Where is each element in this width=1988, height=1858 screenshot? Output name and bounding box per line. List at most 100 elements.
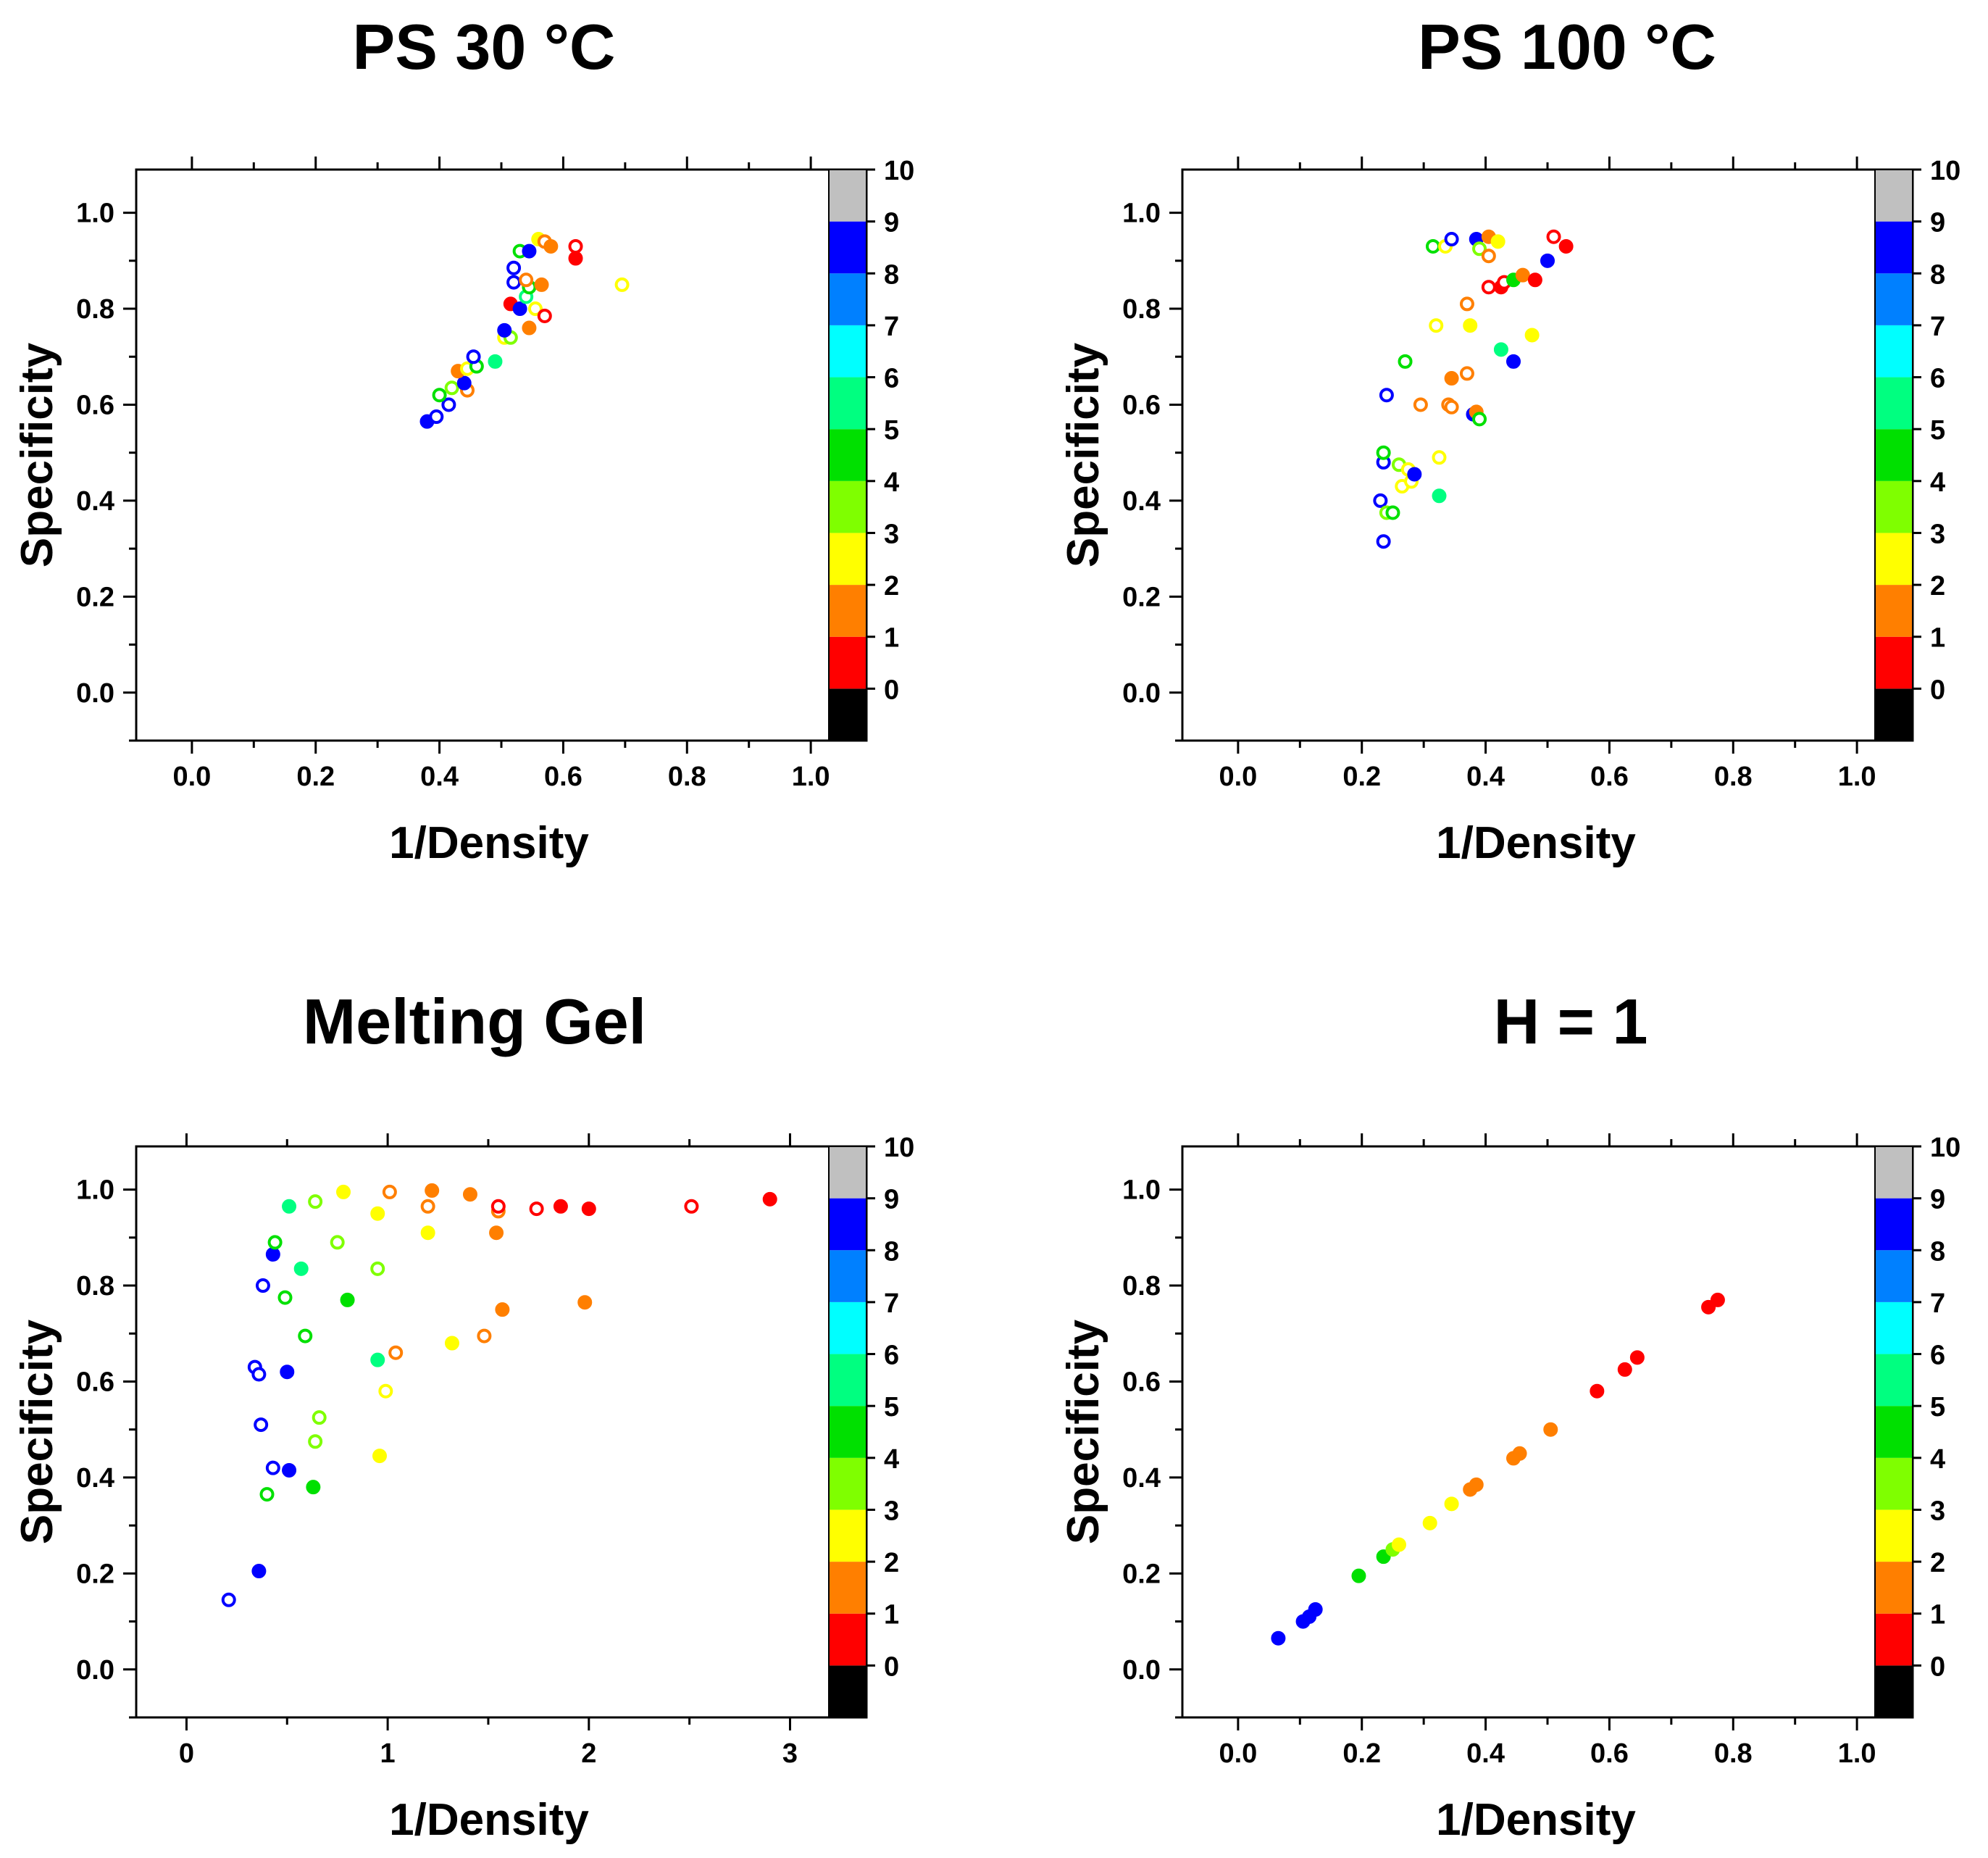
colorbar-border xyxy=(1874,169,1913,741)
y-tick-label: 0.2 xyxy=(76,1559,114,1589)
colorbar-label: 3 xyxy=(884,519,899,549)
data-point xyxy=(614,277,630,292)
data-point xyxy=(1469,1477,1484,1492)
colorbar-label: 0 xyxy=(884,1651,899,1682)
data-point xyxy=(1444,1496,1459,1512)
colorbar-band xyxy=(829,1301,866,1354)
y-ticks: 0.0 0.2 0.4 0.6 0.8 1.0 xyxy=(76,199,136,742)
y-tick-label: 0.8 xyxy=(76,294,114,325)
data-point xyxy=(497,322,512,338)
x-tick-label: 1.0 xyxy=(792,762,830,792)
data-point xyxy=(1429,318,1444,333)
y-tick-label: 0.4 xyxy=(76,486,114,517)
colorbar-band xyxy=(829,1354,866,1407)
y-tick-label: 0.2 xyxy=(1122,1559,1161,1589)
colorbar-band xyxy=(829,1457,866,1510)
data-point xyxy=(267,1235,283,1250)
colorbar-label: 1 xyxy=(1930,1600,1945,1630)
data-point xyxy=(1391,1537,1406,1552)
data-point xyxy=(1376,445,1391,460)
data-point xyxy=(1407,467,1422,482)
y-tick-label: 0.0 xyxy=(76,1655,114,1686)
panel-ps-100c: PS 100 °C 0.0 0.2 0.4 0.6 0.8 1.0 0.00.20.40.… xyxy=(1058,11,1960,868)
x-tick-label: 0.4 xyxy=(1466,762,1505,792)
colorbar-label: 2 xyxy=(884,1548,899,1578)
colorbar-label: 1 xyxy=(1930,623,1945,654)
x-tick-label: 0.2 xyxy=(1342,762,1381,792)
data-point xyxy=(568,238,583,254)
data-point xyxy=(466,349,481,364)
data-point xyxy=(280,1365,295,1380)
colorbar-band xyxy=(1875,1146,1913,1199)
colorbar-label: 4 xyxy=(1930,1444,1945,1475)
data-point xyxy=(1546,229,1561,244)
data-point xyxy=(568,251,583,266)
data-point xyxy=(1524,328,1540,343)
x-tick-label: 0.6 xyxy=(1590,762,1629,792)
colorbar-band xyxy=(1875,1562,1913,1614)
colorbar-band xyxy=(1875,325,1913,378)
x-tick-label: 0.6 xyxy=(544,762,582,792)
colorbar-band xyxy=(1875,1250,1913,1302)
x-tick-label: 0.8 xyxy=(1714,762,1753,792)
data-point xyxy=(1271,1630,1286,1646)
colorbar-label: 6 xyxy=(1930,364,1945,394)
colorbar-label: 7 xyxy=(884,312,899,342)
x-tick-label: 0.0 xyxy=(1219,762,1257,792)
y-tick-label: 0.8 xyxy=(76,1271,114,1301)
colorbar-band xyxy=(1875,377,1913,430)
data-point xyxy=(1308,1602,1323,1617)
colorbar-label: 2 xyxy=(884,571,899,601)
colorbar-label: 4 xyxy=(1930,467,1945,498)
x-tick-label: 0.8 xyxy=(1714,1738,1753,1769)
data-point xyxy=(477,1328,492,1343)
x-ticks: 0.0 0.2 0.4 0.6 0.8 1.0 xyxy=(1219,1133,1876,1769)
data-point xyxy=(370,1352,385,1367)
data-point xyxy=(340,1292,355,1307)
data-point xyxy=(306,1480,321,1495)
colorbar-band xyxy=(829,585,866,637)
data-point xyxy=(529,1201,544,1217)
colorbar-label: 7 xyxy=(1930,312,1945,342)
x-tick-label: 0.8 xyxy=(668,762,706,792)
y-ticks: 0.0 0.2 0.4 0.6 0.8 1.0 xyxy=(1122,1175,1182,1719)
data-point xyxy=(444,1336,459,1351)
x-axis-label: 1/Density xyxy=(389,818,589,868)
colorbar-label: 9 xyxy=(884,1185,899,1215)
colorbar-band xyxy=(1875,688,1913,741)
data-point xyxy=(506,260,522,275)
data-point xyxy=(251,1564,267,1579)
y-tick-label: 0.2 xyxy=(76,582,114,612)
data-point xyxy=(527,301,543,317)
colorbar-label: 0 xyxy=(1930,1651,1945,1682)
scatter-points xyxy=(1373,229,1574,549)
data-point xyxy=(277,1290,293,1305)
y-tick-label: 0.6 xyxy=(76,390,114,420)
colorbar: 0 1 2 3 4 5 6 7 8 9 10 xyxy=(1874,156,1960,741)
y-tick-label: 0.0 xyxy=(1122,678,1161,709)
colorbar-label: 1 xyxy=(884,623,899,654)
data-point xyxy=(519,272,534,288)
data-point xyxy=(1444,232,1459,247)
colorbar-label: 5 xyxy=(884,1392,899,1422)
data-point xyxy=(425,1183,440,1198)
data-point xyxy=(251,1367,267,1382)
colorbar-label: 10 xyxy=(1930,1133,1960,1163)
colorbar-band xyxy=(829,533,866,586)
data-point xyxy=(444,380,459,396)
colorbar-band xyxy=(1875,170,1913,222)
y-axis-label: Specificity xyxy=(1058,342,1108,567)
y-tick-label: 0.4 xyxy=(1122,486,1161,517)
data-point xyxy=(1629,1350,1645,1365)
colorbar-band xyxy=(1875,1613,1913,1666)
colorbar-label: 7 xyxy=(1930,1288,1945,1319)
colorbar-label: 3 xyxy=(1930,1496,1945,1526)
y-tick-label: 0.2 xyxy=(1122,582,1161,612)
data-point xyxy=(1444,399,1459,414)
y-tick-label: 0.8 xyxy=(1122,294,1161,325)
colorbar-label: 8 xyxy=(1930,1236,1945,1267)
data-point xyxy=(1481,280,1496,295)
data-point xyxy=(1481,249,1496,264)
colorbar-label: 5 xyxy=(884,415,899,446)
colorbar-border xyxy=(828,1146,867,1718)
